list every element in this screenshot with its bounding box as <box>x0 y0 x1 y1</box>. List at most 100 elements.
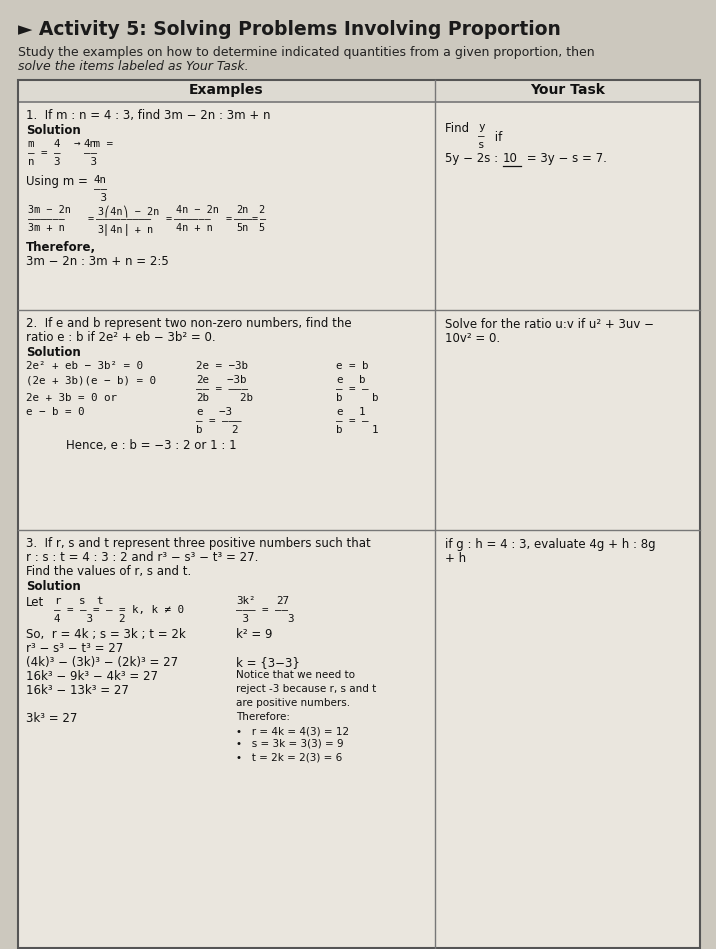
Text: •   r = 4k = 4(3) = 12: • r = 4k = 4(3) = 12 <box>236 726 349 736</box>
Text: k = {3−3}: k = {3−3} <box>236 656 300 669</box>
Text: 3⎛4n⎞ − 2n: 3⎛4n⎞ − 2n <box>98 205 159 217</box>
Text: 2e: 2e <box>196 375 209 385</box>
Text: = 3y − s = 7.: = 3y − s = 7. <box>523 152 607 165</box>
Text: Let: Let <box>26 596 44 609</box>
Text: =: = <box>88 214 94 224</box>
Text: ——: —— <box>84 148 97 158</box>
Text: 3: 3 <box>94 193 107 203</box>
Text: — = —: — = — <box>28 148 60 158</box>
Text: 2: 2 <box>258 205 264 215</box>
Text: (2e + 3b)(e − b) = 0: (2e + 3b)(e − b) = 0 <box>26 375 156 385</box>
Text: Therefore:: Therefore: <box>236 712 290 722</box>
Text: 2e = −3b: 2e = −3b <box>196 361 248 371</box>
Text: →  m =: → m = <box>74 139 113 149</box>
Text: 10: 10 <box>503 152 518 165</box>
Text: 1: 1 <box>346 407 365 417</box>
Text: ► Activity 5: Solving Problems Involving Proportion: ► Activity 5: Solving Problems Involving… <box>18 20 561 39</box>
Text: Study the examples on how to determine indicated quantities from a given proport: Study the examples on how to determine i… <box>18 46 594 59</box>
Text: t: t <box>84 596 104 606</box>
Text: 3.  If r, s and t represent three positive numbers such that: 3. If r, s and t represent three positiv… <box>26 537 371 550</box>
Text: −3: −3 <box>206 407 232 417</box>
Text: ratio e : b if 2e² + eb − 3b² = 0.: ratio e : b if 2e² + eb − 3b² = 0. <box>26 331 216 344</box>
Text: b: b <box>346 393 379 403</box>
Text: b: b <box>346 375 365 385</box>
Text: —: — <box>260 214 266 224</box>
Text: y: y <box>478 122 485 132</box>
Text: •   s = 3k = 3(3) = 9: • s = 3k = 3(3) = 9 <box>236 739 344 749</box>
Text: e = b: e = b <box>336 361 369 371</box>
Text: Solution: Solution <box>26 124 81 137</box>
Text: =: = <box>166 214 172 224</box>
Text: 3m − 2n: 3m − 2n <box>28 205 71 215</box>
Text: 2b: 2b <box>196 393 209 403</box>
Text: solve the items labeled as ​Your Task.: solve the items labeled as ​Your Task. <box>18 60 248 73</box>
Text: 1.  If m : n = 4 : 3, find 3m − 2n : 3m + n: 1. If m : n = 4 : 3, find 3m − 2n : 3m +… <box>26 109 271 122</box>
Text: Therefore,: Therefore, <box>26 241 96 254</box>
Text: 4n + n: 4n + n <box>176 223 213 233</box>
Text: So,  r = 4k ; s = 3k ; t = 2k: So, r = 4k ; s = 3k ; t = 2k <box>26 628 185 641</box>
Text: 2.  If e and b represent two non-zero numbers, find the: 2. If e and b represent two non-zero num… <box>26 317 352 330</box>
Text: 10v² = 0.: 10v² = 0. <box>445 332 500 345</box>
Text: e: e <box>196 407 203 417</box>
Text: e: e <box>336 407 342 417</box>
Text: ———: ——— <box>234 214 252 224</box>
Bar <box>18 80 700 102</box>
Text: ——————: —————— <box>174 214 211 224</box>
Text: s: s <box>66 596 85 606</box>
Text: 1: 1 <box>346 425 379 435</box>
Text: — = —: — = — <box>336 416 369 426</box>
Text: r³ − s³ − t³ = 27: r³ − s³ − t³ = 27 <box>26 642 123 655</box>
Text: r : s : t = 4 : 3 : 2 and r³ − s³ − t³ = 27.: r : s : t = 4 : 3 : 2 and r³ − s³ − t³ =… <box>26 551 258 564</box>
Text: Notice that we need to: Notice that we need to <box>236 670 355 680</box>
Text: 2e² + eb − 3b² = 0: 2e² + eb − 3b² = 0 <box>26 361 143 371</box>
Text: 3: 3 <box>84 157 97 167</box>
Text: Your Task: Your Task <box>530 83 605 97</box>
Text: 5y − 2s :: 5y − 2s : <box>445 152 502 165</box>
Text: (4k)³ − (3k)³ − (2k)³ = 27: (4k)³ − (3k)³ − (2k)³ = 27 <box>26 656 178 669</box>
Text: Hence, e : b = −3 : 2 or 1 : 1: Hence, e : b = −3 : 2 or 1 : 1 <box>66 439 236 452</box>
Text: Using m =: Using m = <box>26 175 88 188</box>
Text: Find the values of r, s and t.: Find the values of r, s and t. <box>26 565 191 578</box>
Text: —: — <box>478 131 485 141</box>
Text: ——— = ——: ——— = —— <box>236 605 288 615</box>
Text: — = —: — = — <box>336 384 369 394</box>
Text: 4n: 4n <box>84 139 97 149</box>
Text: if: if <box>491 131 502 144</box>
Text: 5: 5 <box>258 223 264 233</box>
Text: — = ———: — = ——— <box>196 416 241 426</box>
Text: Solution: Solution <box>26 580 81 593</box>
Text: 3      3: 3 3 <box>236 614 294 624</box>
Text: —————————: ————————— <box>96 214 151 224</box>
Text: Find: Find <box>445 122 473 135</box>
Text: e − b = 0: e − b = 0 <box>26 407 84 417</box>
Text: 3⎜4n⎟ + n: 3⎜4n⎟ + n <box>98 223 153 235</box>
Text: n   3: n 3 <box>28 157 60 167</box>
Text: 27: 27 <box>276 596 289 606</box>
Text: m   4: m 4 <box>28 139 60 149</box>
Text: ——: —— <box>94 184 107 194</box>
Text: + h: + h <box>445 552 466 565</box>
Text: 2: 2 <box>206 425 238 435</box>
Text: reject -3 because r, s and t: reject -3 because r, s and t <box>236 684 376 694</box>
Text: Solve for the ratio u:v if u² + 3uv −: Solve for the ratio u:v if u² + 3uv − <box>445 318 654 331</box>
Text: b: b <box>336 425 342 435</box>
Text: 2b: 2b <box>214 393 253 403</box>
Text: 3m − 2n : 3m + n = 2:5: 3m − 2n : 3m + n = 2:5 <box>26 255 169 268</box>
Text: ——————: —————— <box>28 214 64 224</box>
Text: Examples: Examples <box>189 83 263 97</box>
Text: =: = <box>226 214 232 224</box>
Text: k² = 9: k² = 9 <box>236 628 273 641</box>
Text: r: r <box>54 596 60 606</box>
Text: Solution: Solution <box>26 346 81 359</box>
Text: —— = ———: —— = ——— <box>196 384 248 394</box>
Text: 2n: 2n <box>236 205 248 215</box>
Text: 4    3    2: 4 3 2 <box>54 614 125 624</box>
Text: 3m + n: 3m + n <box>28 223 64 233</box>
Text: if g : h = 4 : 3, evaluate 4g + h : 8g: if g : h = 4 : 3, evaluate 4g + h : 8g <box>445 538 656 551</box>
Text: 4n: 4n <box>94 175 107 185</box>
Text: 16k³ − 9k³ − 4k³ = 27: 16k³ − 9k³ − 4k³ = 27 <box>26 670 158 683</box>
Text: 5n: 5n <box>236 223 248 233</box>
Text: 2e + 3b = 0 or: 2e + 3b = 0 or <box>26 393 117 403</box>
Text: — = — = — = k, k ≠ 0: — = — = — = k, k ≠ 0 <box>54 605 184 615</box>
Text: 16k³ − 13k³ = 27: 16k³ − 13k³ = 27 <box>26 684 129 697</box>
